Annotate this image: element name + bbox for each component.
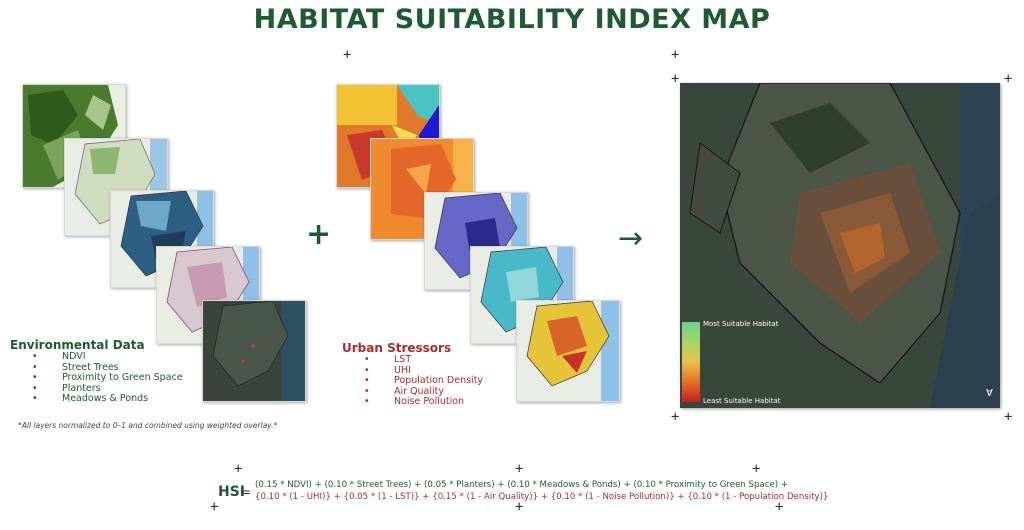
crosshair-mark: + (210, 499, 219, 515)
list-item: Air Quality (360, 386, 483, 398)
list-item: Population Density (360, 375, 483, 387)
list-item: LST (360, 354, 483, 366)
hsi-result-map (680, 83, 1000, 408)
list-item: UHI (360, 365, 483, 377)
environmental-heading: Environmental Data (10, 338, 145, 352)
suitability-color-scale (682, 322, 700, 402)
formula-stressor-terms: {0.10 * (1 - UHI)} + {0.05 * (1 - LST)} … (255, 492, 829, 502)
normalization-note: *All layers normalized to 0–1 and combin… (18, 421, 278, 430)
list-item: Noise Pollution (360, 396, 483, 408)
formula-environmental-terms: (0.15 * NDVI) + (0.10 * Street Trees) + … (255, 480, 789, 490)
page-title: HABITAT SUITABILITY INDEX MAP (253, 4, 771, 35)
list-item: Planters (28, 383, 183, 395)
plus-operator: + (306, 217, 332, 252)
environmental-list: NDVI Street Trees Proximity to Green Spa… (28, 351, 183, 405)
list-item: Meadows & Ponds (28, 393, 183, 405)
arrow-right-icon: → (618, 221, 644, 256)
crosshair-mark: + (775, 499, 784, 515)
crosshair-mark: + (1004, 71, 1013, 87)
stressors-heading: Urban Stressors (342, 341, 452, 355)
stressors-list: LST UHI Population Density Air Quality N… (360, 354, 483, 408)
list-item: NDVI (28, 351, 183, 363)
crosshair-mark: + (671, 47, 680, 63)
list-item: Proximity to Green Space (28, 372, 183, 384)
north-arrow-icon: Ɐ (986, 388, 993, 399)
crosshair-mark: + (671, 409, 680, 425)
crosshair-mark: + (752, 461, 761, 477)
formula-equals: = (241, 485, 252, 499)
meadows-ponds-map-thumbnail (202, 300, 306, 402)
crosshair-mark: + (671, 71, 680, 87)
crosshair-mark: + (343, 47, 352, 63)
list-item: Street Trees (28, 362, 183, 374)
crosshair-mark: + (234, 461, 243, 477)
formula-label: HSI (218, 484, 246, 500)
crosshair-mark: + (1004, 409, 1013, 425)
noise-pollution-map-thumbnail (516, 300, 620, 402)
crosshair-mark: + (515, 461, 524, 477)
legend-most-suitable: Most Suitable Habitat (703, 320, 779, 328)
crosshair-mark: + (515, 499, 524, 515)
legend-least-suitable: Least Suitable Habitat (703, 397, 781, 405)
